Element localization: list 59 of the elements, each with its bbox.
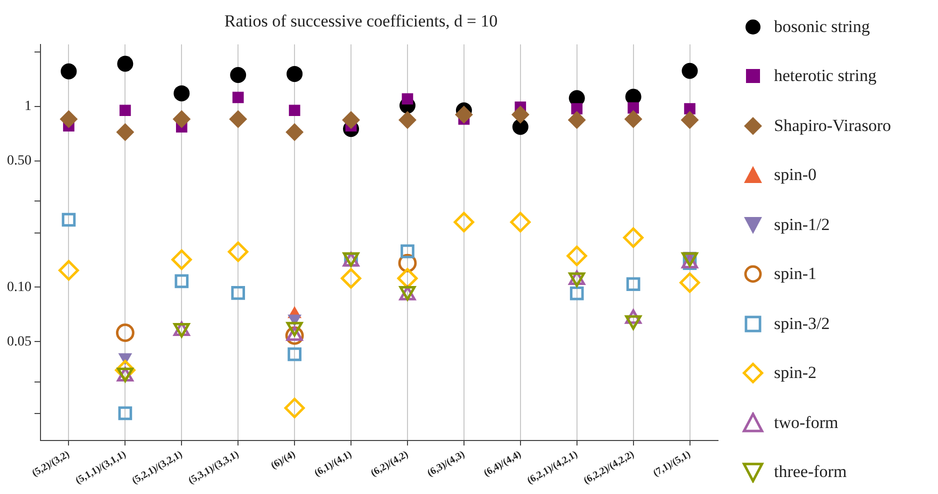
point xyxy=(454,212,474,232)
point xyxy=(623,227,644,248)
point xyxy=(624,110,642,128)
point xyxy=(400,244,414,258)
point xyxy=(117,56,134,72)
point xyxy=(62,212,76,227)
y-tick-label: 0.10 xyxy=(7,280,32,295)
point xyxy=(454,106,473,124)
point xyxy=(682,62,698,79)
point xyxy=(402,93,414,105)
point xyxy=(288,347,302,362)
point xyxy=(228,242,248,262)
legend-label: two-form xyxy=(774,412,838,433)
y-tick-label: 0.05 xyxy=(7,334,32,350)
point xyxy=(340,268,362,289)
legend-label: bosonic string xyxy=(774,16,870,37)
point xyxy=(511,106,530,124)
point xyxy=(60,63,77,80)
point xyxy=(172,110,191,128)
legend-label: spin-1 xyxy=(774,264,816,284)
legend-label: spin-1/2 xyxy=(774,214,830,235)
point xyxy=(120,104,131,116)
point xyxy=(398,111,416,130)
point xyxy=(288,104,300,116)
point xyxy=(174,274,189,288)
legend-label: three-form xyxy=(774,462,847,482)
legend-label: Shapiro-Virasoro xyxy=(774,116,892,136)
point xyxy=(626,277,640,292)
point xyxy=(116,123,134,142)
point xyxy=(231,286,246,300)
chart-title: Ratios of successive coefficients, d = 10 xyxy=(224,12,498,31)
point xyxy=(680,272,700,293)
point xyxy=(342,111,360,130)
point xyxy=(58,260,79,281)
point xyxy=(684,103,696,114)
point xyxy=(571,103,583,114)
point xyxy=(566,246,588,266)
point xyxy=(230,67,246,84)
legend-label: spin-0 xyxy=(774,165,816,186)
point xyxy=(60,110,78,128)
point xyxy=(568,111,586,130)
point xyxy=(174,85,190,102)
point xyxy=(286,66,303,82)
point xyxy=(284,398,305,418)
point xyxy=(229,110,248,128)
point xyxy=(570,286,584,300)
legend-label: heterotic string xyxy=(774,66,876,86)
point xyxy=(171,249,192,270)
y-tick-label: 0.50 xyxy=(7,153,32,168)
point xyxy=(232,92,244,104)
point xyxy=(118,406,132,420)
point xyxy=(512,118,528,135)
point xyxy=(116,324,134,342)
y-tick-label: 1 xyxy=(24,99,32,114)
legend-label: spin-2 xyxy=(774,363,816,384)
point xyxy=(510,212,531,232)
legend-label: spin-3/2 xyxy=(774,314,830,334)
point xyxy=(680,111,699,130)
point xyxy=(286,123,304,142)
